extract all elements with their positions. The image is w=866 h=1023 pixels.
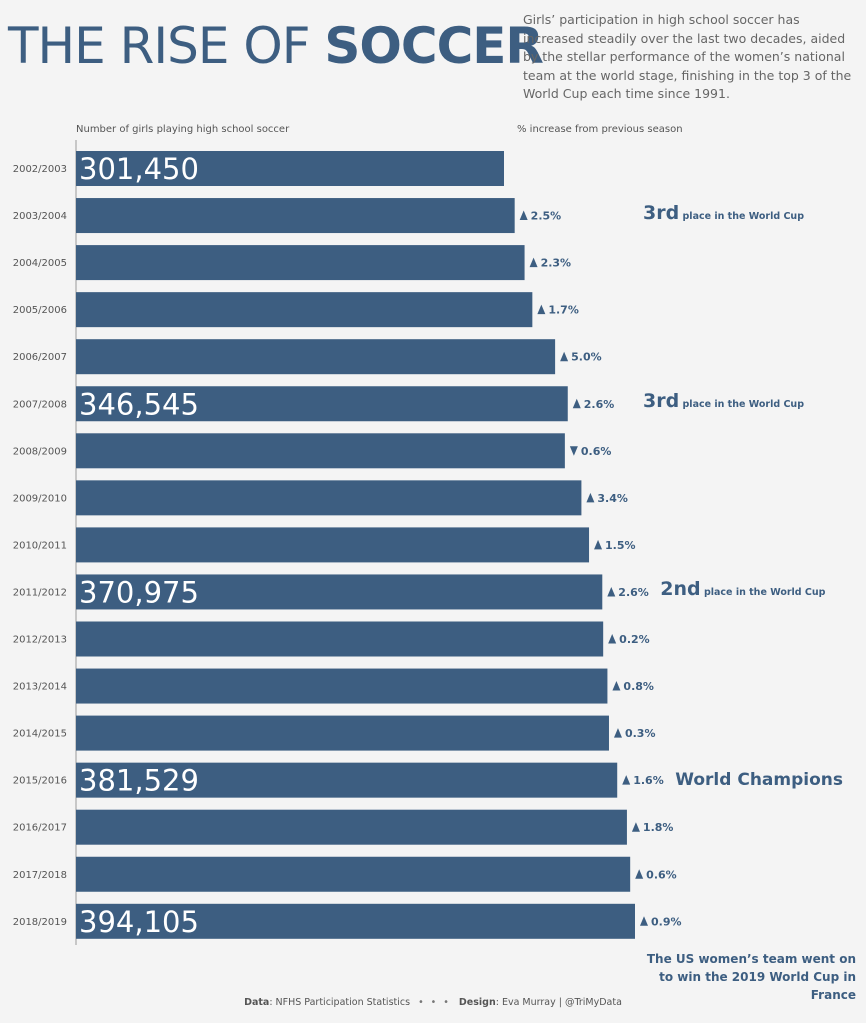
description-text: Girls’ participation in high school socc…	[523, 12, 852, 101]
pct-change-label: 1.6%	[633, 774, 664, 787]
category-label: 2010/2011	[13, 540, 67, 551]
bar	[76, 386, 568, 422]
pct-column-header: % increase from previous season	[517, 124, 683, 135]
bar-column-header: Number of girls playing high school socc…	[76, 124, 290, 135]
bar	[76, 480, 582, 516]
bar	[76, 574, 603, 610]
annotation-text: place in the World Cup	[700, 587, 826, 599]
pct-change-label: 0.9%	[651, 915, 682, 928]
credits-design-label: Design	[458, 997, 496, 1008]
category-label: 2005/2006	[13, 305, 67, 316]
triangle-up-icon	[612, 681, 621, 691]
title-bold: SOCCER	[324, 17, 544, 75]
credits-data-text: : NFHS Participation Statistics	[269, 997, 411, 1008]
annotation-text: place in the World Cup	[679, 211, 805, 223]
bar	[76, 292, 533, 328]
category-label: 2002/2003	[13, 164, 67, 175]
bar	[76, 668, 608, 704]
annotation-champions: World Champions	[675, 769, 844, 790]
category-label: 2013/2014	[13, 682, 67, 693]
bar	[76, 762, 618, 798]
pct-change-label: 0.6%	[581, 445, 612, 458]
page-title: THE RISE OF SOCCER	[8, 14, 544, 78]
triangle-up-icon	[519, 210, 528, 221]
category-label: 2003/2004	[13, 211, 67, 222]
bar-value-label: 301,450	[79, 152, 199, 186]
bar-value-label: 346,545	[79, 387, 199, 421]
annotation-rank: 2nd	[660, 578, 701, 601]
category-label: 2007/2008	[13, 399, 67, 410]
world-cup-annotation: World Champions	[675, 770, 843, 790]
category-label: 2009/2010	[13, 493, 67, 504]
pct-change-label: 1.5%	[605, 539, 636, 552]
credits: Data: NFHS Participation Statistics • • •…	[0, 997, 866, 1008]
pct-change-label: 2.6%	[584, 398, 615, 411]
bar	[76, 433, 565, 469]
bar	[76, 151, 504, 186]
triangle-up-icon	[608, 634, 617, 644]
triangle-up-icon	[613, 728, 622, 738]
category-label: 2004/2005	[13, 258, 67, 269]
pct-change-label: 2.3%	[541, 257, 572, 270]
footnote-text: The US women’s team went on to win the 2…	[646, 952, 856, 1002]
category-label: 2015/2016	[13, 776, 67, 787]
annotation-rank: 3rd	[643, 390, 680, 413]
pct-change-label: 5.0%	[571, 351, 602, 364]
triangle-up-icon	[635, 869, 644, 879]
bar	[76, 856, 631, 892]
bar	[76, 527, 590, 563]
pct-change-label: 0.2%	[619, 633, 650, 646]
world-cup-annotation: 3rd place in the World Cup	[643, 202, 804, 224]
triangle-up-icon	[622, 775, 631, 785]
category-label: 2008/2009	[13, 446, 67, 457]
triangle-up-icon	[537, 304, 546, 315]
triangle-up-icon	[560, 351, 569, 362]
bar	[76, 245, 525, 281]
category-label: 2011/2012	[13, 587, 67, 598]
category-label: 2018/2019	[13, 917, 67, 928]
pct-change-label: 2.6%	[618, 586, 649, 599]
category-label: 2014/2015	[13, 729, 67, 740]
triangle-up-icon	[640, 916, 648, 926]
category-label: 2012/2013	[13, 635, 67, 646]
bar-value-label: 394,105	[79, 905, 199, 939]
category-label: 2006/2007	[13, 352, 67, 363]
annotation-text: place in the World Cup	[679, 399, 805, 411]
bar-chart: 2002/2003 301,450 2003/2004 2.5% 2004/2005 2.…	[13, 140, 682, 945]
bar	[76, 339, 556, 375]
category-label: 2017/2018	[13, 870, 67, 881]
bar	[76, 809, 627, 845]
title-light: THE RISE OF	[8, 17, 325, 75]
bar	[76, 621, 604, 657]
pct-change-label: 1.7%	[548, 304, 579, 317]
bar	[76, 903, 635, 939]
pct-change-label: 2.5%	[531, 210, 562, 223]
world-cup-annotation: 2nd place in the World Cup	[660, 578, 825, 600]
triangle-up-icon	[529, 257, 538, 268]
pct-change-label: 1.8%	[643, 821, 674, 834]
triangle-up-icon	[607, 586, 616, 597]
credits-data-label: Data	[244, 997, 270, 1008]
pct-change-label: 0.3%	[625, 727, 656, 740]
category-label: 2016/2017	[13, 823, 67, 834]
triangle-up-icon	[594, 539, 603, 550]
triangle-up-icon	[572, 398, 581, 409]
credits-dots: • • •	[418, 997, 451, 1008]
world-cup-annotation: 3rd place in the World Cup	[643, 390, 804, 412]
pct-change-label: 0.6%	[646, 868, 677, 881]
triangle-up-icon	[631, 822, 640, 832]
triangle-up-icon	[586, 492, 595, 503]
bar-value-label: 381,529	[79, 764, 199, 798]
pct-change-label: 0.8%	[623, 680, 654, 693]
credits-design-text: : Eva Murray | @TriMyData	[495, 997, 622, 1008]
pct-change-label: 3.4%	[597, 492, 628, 505]
bar-value-label: 370,975	[79, 575, 199, 609]
bar	[76, 198, 515, 234]
bar	[76, 715, 609, 751]
triangle-down-icon	[569, 446, 578, 456]
annotation-rank: 3rd	[643, 202, 680, 225]
